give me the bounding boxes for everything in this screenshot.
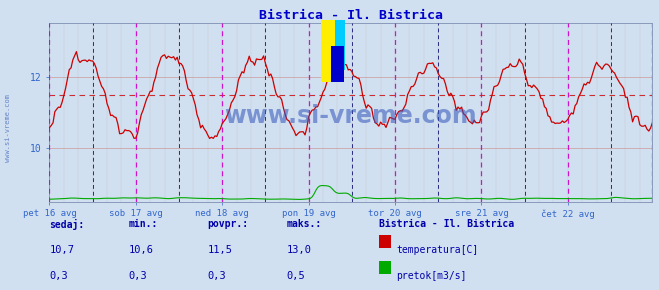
Bar — [335, 20, 345, 70]
Text: maks.:: maks.: — [287, 219, 322, 229]
Text: 0,3: 0,3 — [49, 271, 68, 281]
Text: www.si-vreme.com: www.si-vreme.com — [225, 104, 477, 128]
Text: pretok[m3/s]: pretok[m3/s] — [396, 271, 467, 281]
Text: 0,3: 0,3 — [208, 271, 226, 281]
Text: 0,5: 0,5 — [287, 271, 305, 281]
Text: 10,6: 10,6 — [129, 245, 154, 255]
Text: 13,0: 13,0 — [287, 245, 312, 255]
Text: 11,5: 11,5 — [208, 245, 233, 255]
Text: www.si-vreme.com: www.si-vreme.com — [5, 94, 11, 162]
Bar — [331, 46, 344, 82]
Text: min.:: min.: — [129, 219, 158, 229]
Title: Bistrica - Il. Bistrica: Bistrica - Il. Bistrica — [259, 9, 443, 22]
Text: povpr.:: povpr.: — [208, 219, 248, 229]
Text: 10,7: 10,7 — [49, 245, 74, 255]
Text: 0,3: 0,3 — [129, 271, 147, 281]
Text: sedaj:: sedaj: — [49, 219, 84, 230]
Bar — [321, 20, 337, 82]
Text: temperatura[C]: temperatura[C] — [396, 245, 478, 255]
Text: Bistrica - Il. Bistrica: Bistrica - Il. Bistrica — [379, 219, 514, 229]
